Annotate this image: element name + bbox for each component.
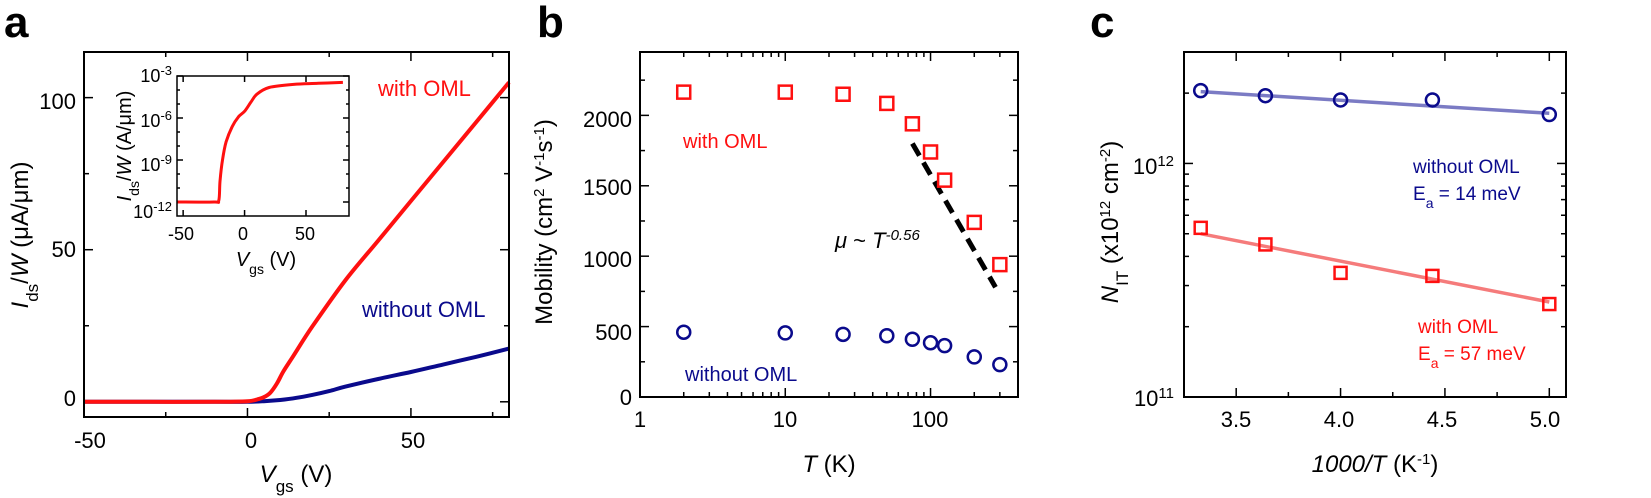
panel-a-series bbox=[84, 81, 511, 404]
fit-line-without-oml bbox=[1200, 89, 1550, 116]
panel-a-xtick: 0 bbox=[245, 428, 257, 453]
panel-b: 1 10 100 0 500 1000 1500 2000 T (K) Mobi… bbox=[531, 51, 1019, 478]
panel-c-ea-with: Ea = 57 meV bbox=[1418, 344, 1526, 371]
panel-a-ylabel: Ids/W (μA/μm) bbox=[7, 162, 42, 309]
marker-without-oml bbox=[675, 324, 692, 340]
panel-b-annotation: μ ~ T-0.56 bbox=[834, 227, 920, 254]
panel-a-xtick: -50 bbox=[74, 428, 106, 453]
inset-ticks bbox=[177, 75, 349, 216]
marker-without-oml bbox=[1332, 92, 1349, 108]
panel-a-legend-without: without OML bbox=[361, 297, 486, 322]
panel-b-ytick: 2000 bbox=[583, 107, 632, 132]
marker-with-oml bbox=[1542, 296, 1557, 312]
marker-without-oml bbox=[1424, 92, 1441, 108]
panel-c-xlabel: 1000/T (K-1) bbox=[1312, 451, 1439, 479]
marker-without-oml bbox=[835, 326, 851, 343]
panel-a-ytick: 0 bbox=[64, 386, 76, 411]
panel-letter-c: c bbox=[1090, 0, 1114, 47]
panel-b-xtick: 100 bbox=[912, 407, 949, 432]
panel-a-inset: -50 0 50 10-12 10-9 10-6 10-3 Vgs (V) Id… bbox=[114, 63, 350, 277]
inset-xtick: -50 bbox=[168, 224, 194, 244]
inset-ytick: 10-3 bbox=[140, 63, 172, 87]
inset-xtick: 0 bbox=[238, 224, 248, 244]
panel-b-ytick: 500 bbox=[595, 320, 632, 345]
marker-with-oml bbox=[675, 84, 692, 100]
panel-c-ytick: 1011 bbox=[1134, 385, 1174, 412]
inset-ytick: 10-6 bbox=[140, 108, 172, 132]
series-without-oml bbox=[84, 346, 510, 404]
panel-c-xtick: 4.5 bbox=[1427, 407, 1458, 432]
series-with-oml bbox=[84, 81, 511, 404]
inset-ytick: 10-12 bbox=[133, 199, 172, 223]
panel-c: 3.5 4.0 4.5 5.0 1011 1012 1000/T (K-1) N… bbox=[1097, 51, 1567, 479]
inset-xlabel: Vgs (V) bbox=[236, 249, 296, 277]
panel-b-ytick: 0 bbox=[620, 385, 632, 410]
panel-c-xtick: 3.5 bbox=[1221, 407, 1252, 432]
panel-c-frame bbox=[1183, 51, 1567, 398]
marker-with-oml bbox=[835, 86, 851, 102]
marker-without-oml bbox=[777, 325, 794, 341]
marker-without-oml bbox=[922, 335, 939, 351]
inset-frame bbox=[176, 75, 350, 217]
panel-b-series bbox=[675, 84, 1008, 373]
inset-ylabel: Ids/W (A/μm) bbox=[114, 91, 142, 202]
panel-b-ytick: 1000 bbox=[583, 247, 632, 272]
panel-b-xlabel: T (K) bbox=[802, 451, 855, 478]
panel-b-frame bbox=[639, 51, 1019, 398]
panel-a-ytick: 50 bbox=[52, 237, 76, 262]
inset-series bbox=[176, 80, 343, 204]
panel-letter-b: b bbox=[537, 0, 564, 47]
panel-c-ytick: 1012 bbox=[1133, 153, 1174, 180]
inset-series-with-oml bbox=[176, 80, 343, 204]
marker-without-oml bbox=[1192, 82, 1209, 99]
marker-without-oml bbox=[1541, 106, 1558, 123]
panel-a-frame bbox=[83, 51, 510, 418]
panel-a-xtick: 50 bbox=[401, 428, 425, 453]
marker-with-oml bbox=[777, 84, 794, 100]
marker-with-oml bbox=[904, 116, 921, 132]
panel-b-xtick: 10 bbox=[773, 407, 797, 432]
marker-with-oml bbox=[966, 214, 983, 231]
marker-with-oml bbox=[936, 172, 953, 188]
panel-c-xtick: 5.0 bbox=[1530, 407, 1561, 432]
panel-b-legend-with: with OML bbox=[682, 131, 767, 153]
panel-c-series bbox=[1192, 82, 1558, 312]
fit-line-with-oml bbox=[1200, 231, 1550, 304]
panel-letter-a: a bbox=[4, 0, 29, 47]
panel-a: -50 0 50 0 50 100 Vgs (V) Ids/W (μA/μm) … bbox=[7, 51, 511, 496]
panel-a-xlabel: Vgs (V) bbox=[260, 461, 333, 496]
panel-a-legend-with: with OML bbox=[377, 76, 471, 101]
panel-c-legend-without: without OML bbox=[1412, 157, 1520, 178]
marker-without-oml bbox=[992, 356, 1008, 373]
marker-without-oml bbox=[904, 331, 921, 348]
panel-c-ylabel: NIT (x1012 cm-2) bbox=[1097, 141, 1132, 304]
power-law-fit-line bbox=[910, 142, 998, 289]
marker-with-oml bbox=[1258, 237, 1273, 252]
marker-with-oml bbox=[1333, 265, 1348, 281]
marker-with-oml bbox=[1193, 220, 1208, 236]
panel-b-xtick: 1 bbox=[634, 407, 646, 432]
panel-c-legend-with: with OML bbox=[1417, 317, 1498, 338]
panel-c-ea-without: Ea = 14 meV bbox=[1413, 184, 1521, 211]
inset-ytick: 10-9 bbox=[140, 152, 172, 176]
panel-a-ytick: 100 bbox=[39, 89, 76, 114]
marker-with-oml bbox=[1425, 268, 1440, 284]
panel-c-xtick: 4.0 bbox=[1324, 407, 1355, 432]
marker-without-oml bbox=[879, 327, 895, 344]
marker-with-oml bbox=[992, 256, 1008, 273]
marker-without-oml bbox=[936, 337, 953, 354]
marker-without-oml bbox=[966, 349, 983, 365]
panel-b-legend-without: without OML bbox=[684, 364, 797, 386]
panel-b-ylabel: Mobility (cm2 V-1s-1) bbox=[531, 119, 559, 325]
marker-without-oml bbox=[1257, 87, 1274, 104]
marker-with-oml bbox=[879, 95, 895, 112]
inset-xtick: 50 bbox=[295, 224, 315, 244]
marker-with-oml bbox=[922, 144, 939, 160]
panel-b-ytick: 1500 bbox=[583, 175, 632, 200]
